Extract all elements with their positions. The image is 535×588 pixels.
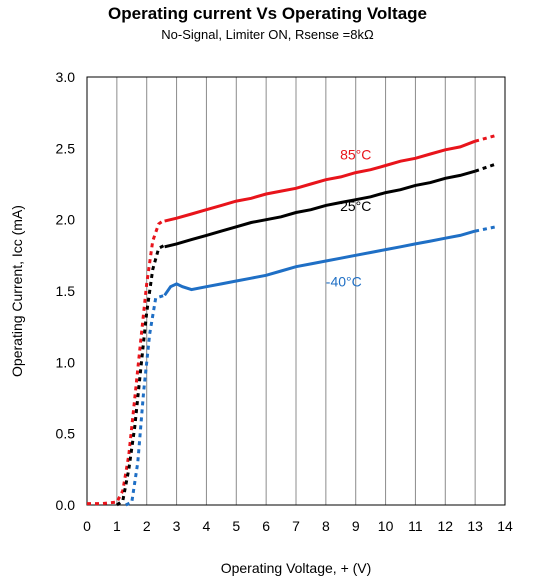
chart-subtitle: No-Signal, Limiter ON, Rsense =8kΩ (161, 27, 374, 42)
y-tick-label: 0.5 (56, 426, 76, 442)
y-tick-label: 3.0 (56, 69, 76, 85)
x-axis-ticks: 0 1 2 3 4 5 6 7 8 9 10 11 12 13 14 (83, 518, 513, 534)
series-line (164, 169, 476, 249)
series-line (164, 139, 476, 223)
series-label: -40°C (326, 274, 362, 290)
series-label: 85°C (340, 147, 371, 163)
x-tick-label: 7 (292, 518, 300, 534)
x-tick-label: 2 (143, 518, 151, 534)
x-tick-label: 12 (437, 518, 453, 534)
plot-frame (86, 76, 506, 506)
series-labels: 85°C 25°C -40°C (326, 147, 372, 290)
series-startup-dashed (125, 293, 166, 507)
y-tick-label: 2.5 (56, 140, 76, 156)
series-layer (87, 134, 497, 507)
x-tick-label: 1 (113, 518, 121, 534)
x-axis-label: Operating Voltage, + (V) (221, 560, 372, 576)
y-axis-ticks: 0.0 0.5 1.0 1.5 2.0 2.5 3.0 (56, 69, 76, 513)
series-label: 25°C (340, 198, 371, 214)
series-startup-dashed (87, 218, 166, 506)
series-line (163, 229, 476, 297)
x-tick-label: 9 (352, 518, 360, 534)
x-tick-label: 10 (378, 518, 394, 534)
x-tick-label: 3 (173, 518, 181, 534)
y-tick-label: 1.0 (56, 354, 76, 370)
y-tick-label: 2.0 (56, 212, 76, 228)
x-tick-label: 5 (232, 518, 240, 534)
series-extrapolation-dashed (474, 225, 497, 233)
grid-lines (116, 77, 476, 505)
chart-title: Operating current Vs Operating Voltage (108, 4, 427, 23)
x-tick-label: 6 (262, 518, 270, 534)
y-tick-label: 1.5 (56, 283, 76, 299)
y-axis-label: Operating Current, Icc (mA) (9, 205, 25, 377)
series-extrapolation-dashed (474, 134, 497, 143)
series-extrapolation-dashed (474, 162, 497, 173)
x-tick-label: 11 (408, 518, 423, 534)
y-tick-label: 0.0 (56, 497, 76, 513)
x-tick-label: 14 (497, 518, 513, 534)
x-tick-label: 0 (83, 518, 91, 534)
x-tick-label: 8 (322, 518, 330, 534)
x-tick-label: 4 (203, 518, 211, 534)
series-startup-dashed (116, 243, 166, 507)
x-tick-label: 13 (467, 518, 483, 534)
